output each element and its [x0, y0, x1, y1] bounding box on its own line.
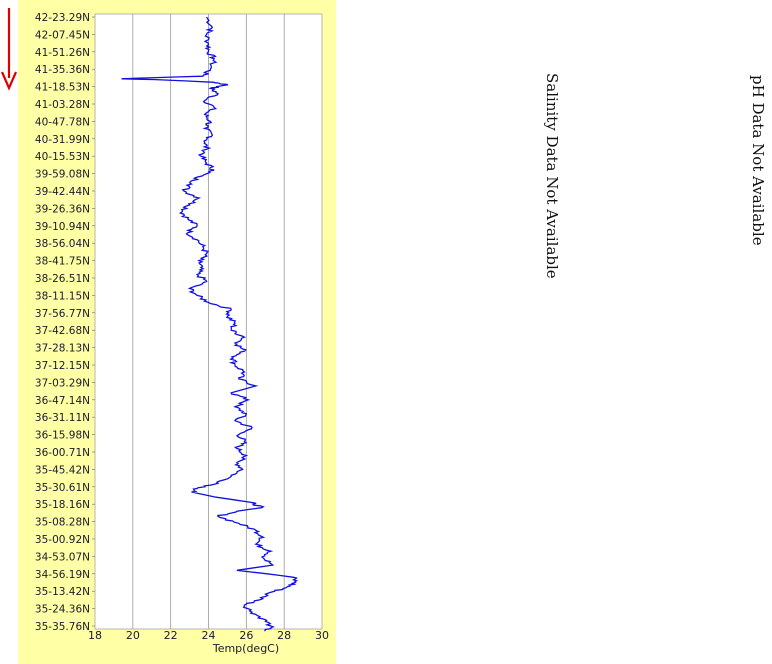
x-tick-label-3: 24: [202, 629, 216, 642]
y-tick-label-9: 39-59.08N: [35, 169, 90, 181]
x-tick-label-4: 26: [239, 629, 253, 642]
y-tick-label-17: 37-56.77N: [35, 308, 90, 320]
y-tick-label-2: 41-51.26N: [35, 47, 90, 59]
y-tick-label-1: 42-07.45N: [35, 29, 90, 41]
x-axis-label: Temp(degC): [212, 642, 279, 655]
y-tick-label-34: 35-24.36N: [35, 604, 90, 616]
y-tick-label-3: 41-35.36N: [35, 64, 90, 76]
temperature-series-line: [121, 16, 299, 632]
y-tick-label-5: 41-03.28N: [35, 99, 90, 111]
x-tick-label-2: 22: [164, 629, 178, 642]
y-tick-label-10: 39-42.44N: [35, 186, 90, 198]
temperature-tick-labels: 18 20 22 24 26 28 30: [88, 629, 329, 642]
y-tick-label-11: 39-26.36N: [35, 203, 90, 215]
y-tick-label-13: 38-56.04N: [35, 238, 90, 250]
x-tick-label-1: 20: [126, 629, 140, 642]
y-tick-label-23: 36-31.11N: [35, 412, 90, 424]
y-tick-label-31: 34-53.07N: [35, 551, 90, 563]
y-tick-label-21: 37-03.29N: [35, 377, 90, 389]
y-tick-label-25: 36-00.71N: [35, 447, 90, 459]
y-tick-label-15: 38-26.51N: [35, 273, 90, 285]
y-tick-label-19: 37-28.13N: [35, 343, 90, 355]
direction-arrow-icon: [0, 8, 18, 91]
x-tick-label-6: 30: [315, 629, 329, 642]
salinity-unavailable-note: Salinity Data Not Available: [543, 73, 561, 279]
y-tick-label-18: 37-42.68N: [35, 325, 90, 337]
x-tick-label-5: 28: [277, 629, 291, 642]
y-tick-label-12: 39-10.94N: [35, 221, 90, 233]
y-tick-label-4: 41-18.53N: [35, 82, 90, 94]
y-tick-label-32: 34-56.19N: [35, 569, 90, 581]
y-tick-label-22: 36-47.14N: [35, 395, 90, 407]
y-tick-label-16: 38-11.15N: [35, 290, 90, 302]
y-tick-label-33: 35-13.42N: [35, 586, 90, 598]
y-tick-label-14: 38-41.75N: [35, 256, 90, 268]
y-tick-label-20: 37-12.15N: [35, 360, 90, 372]
y-tick-label-6: 40-47.78N: [35, 116, 90, 128]
y-tick-label-0: 42-23.29N: [35, 12, 90, 24]
y-tick-label-26: 35-45.42N: [35, 464, 90, 476]
y-tick-label-8: 40-15.53N: [35, 151, 90, 163]
y-tick-label-24: 36-15.98N: [35, 430, 90, 442]
x-tick-label-0: 18: [88, 629, 102, 642]
y-tick-label-30: 35-00.92N: [35, 534, 90, 546]
y-tick-label-27: 35-30.61N: [35, 482, 90, 494]
y-tick-label-29: 35-08.28N: [35, 517, 90, 529]
y-tick-label-35: 35-35.76N: [35, 621, 90, 633]
ph-unavailable-note: pH Data Not Available: [749, 75, 767, 246]
y-tick-label-28: 35-18.16N: [35, 499, 90, 511]
latitude-tick-labels: 42-23.29N 42-07.45N 41-51.26N 41-35.36N 41-1…: [35, 12, 95, 633]
grid-lines: [132, 14, 285, 629]
y-tick-label-7: 40-31.99N: [35, 134, 90, 146]
